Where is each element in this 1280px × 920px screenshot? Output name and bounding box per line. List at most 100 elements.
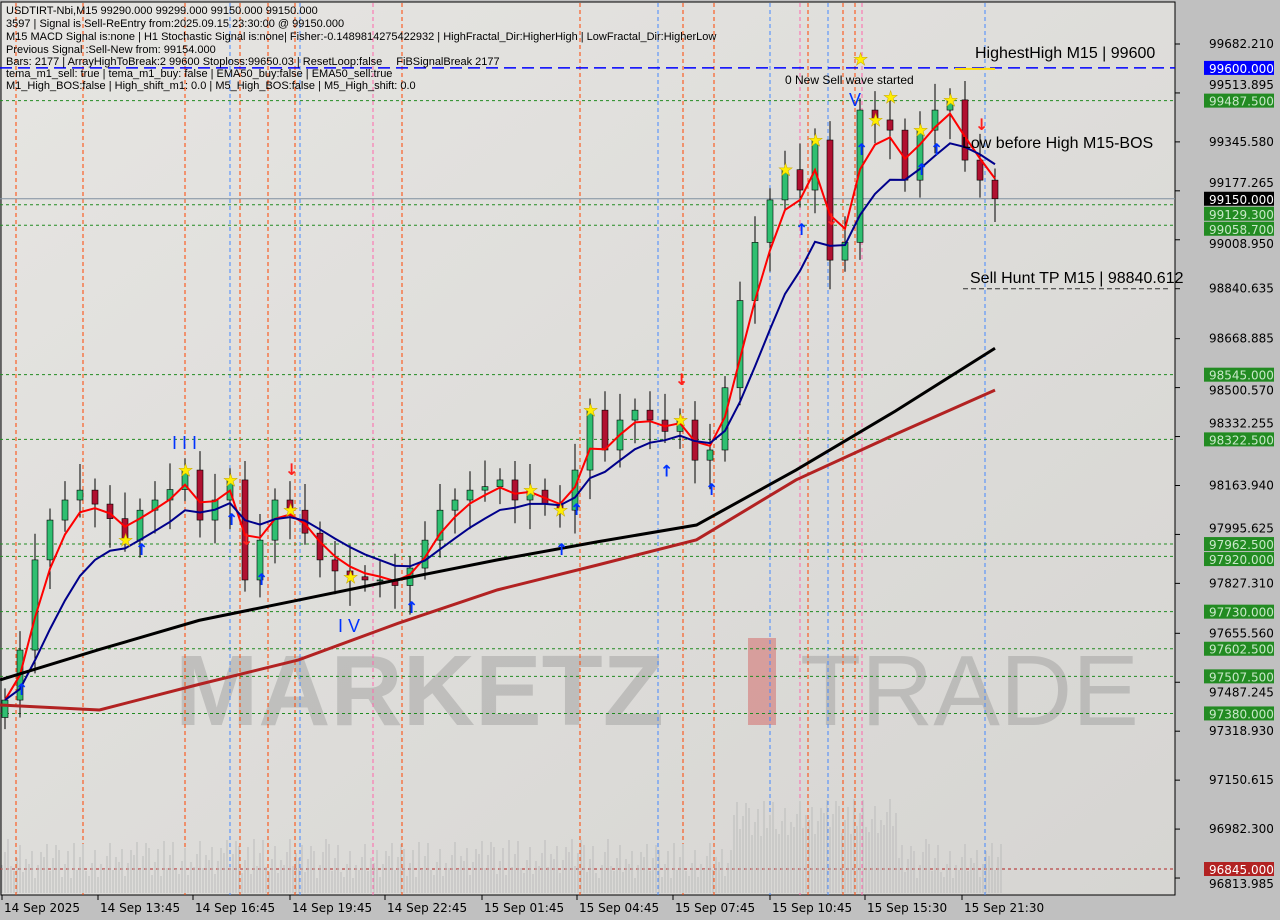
buy-arrow-icon: ↑ bbox=[135, 540, 148, 559]
candle-body bbox=[481, 486, 489, 491]
info-line-indicators: M15 MACD Signal is:none | H1 Stochastic … bbox=[6, 31, 717, 43]
star-icon: ★ bbox=[553, 501, 568, 521]
star-icon: ★ bbox=[583, 401, 598, 421]
candle-body bbox=[331, 559, 339, 572]
price-label-badge bbox=[1204, 537, 1274, 552]
info-line-previous-signal: Previous Signal :Sell-New from: 99154.00… bbox=[6, 44, 216, 56]
buy-arrow-icon: ↑ bbox=[660, 461, 673, 480]
candle-body bbox=[76, 489, 84, 501]
star-icon: ★ bbox=[343, 568, 358, 588]
sell-arrow-icon: ↓ bbox=[240, 530, 253, 549]
sell-hunt-tp-label: Sell Hunt TP M15 | 98840.612 bbox=[970, 270, 1184, 287]
info-line-signal: 3597 | Signal is Sell-ReEntry from:2025.… bbox=[6, 18, 345, 30]
info-line-bos: M1_High_BOS:false | High_shift_m1: 0.0 |… bbox=[6, 80, 416, 92]
slow-ma-red-line bbox=[0, 388, 996, 712]
star-icon: ★ bbox=[118, 531, 133, 551]
candle-body bbox=[436, 509, 444, 541]
candle-body bbox=[811, 139, 819, 191]
y-tick-label: 99008.950 bbox=[1209, 237, 1274, 251]
price-label-badge bbox=[1204, 432, 1274, 447]
candle-body bbox=[61, 499, 69, 521]
mid-ma-line bbox=[4, 142, 996, 701]
price-label-text: 97920.000 bbox=[1209, 553, 1274, 567]
info-line-symbol: USDTIRT-Nbi,M15 99290.000 99299.000 9915… bbox=[6, 5, 318, 17]
wave-iii-label: I I I bbox=[172, 433, 197, 453]
x-tick-label: 15 Sep 21:30 bbox=[964, 901, 1044, 915]
price-label-text: 97507.500 bbox=[1209, 670, 1274, 684]
price-label-text: 99487.500 bbox=[1209, 95, 1274, 109]
watermark-left: MARKETZ bbox=[175, 635, 664, 747]
info-line-bars: Bars: 2177 | ArrayHighToBreak:2 99600 St… bbox=[6, 56, 383, 68]
y-tick-label: 98840.635 bbox=[1209, 282, 1274, 296]
candle-body bbox=[976, 159, 984, 181]
sell-arrow-icon: ↓ bbox=[825, 210, 838, 229]
price-label-text: 96845.000 bbox=[1209, 863, 1274, 877]
vertical-signal-lines bbox=[15, 3, 986, 895]
price-label-text: 98322.500 bbox=[1209, 433, 1274, 447]
candle-body bbox=[736, 300, 744, 389]
candle-body bbox=[781, 169, 789, 201]
candle-body bbox=[526, 489, 534, 501]
star-icon: ★ bbox=[808, 131, 823, 151]
y-tick-label: 97487.245 bbox=[1209, 685, 1274, 699]
price-label-badge bbox=[1204, 862, 1274, 877]
price-label-badge bbox=[1204, 669, 1274, 684]
buy-arrow-icon: ↑ bbox=[405, 598, 418, 617]
candle-body bbox=[241, 479, 249, 581]
watermark-logo-bar bbox=[748, 638, 776, 725]
candle-body bbox=[316, 532, 324, 561]
horizontal-levels bbox=[0, 67, 1175, 870]
star-icon: ★ bbox=[223, 471, 238, 491]
x-tick-label: 14 Sep 16:45 bbox=[195, 901, 275, 915]
candle-body bbox=[931, 109, 939, 131]
x-tick-label: 14 Sep 13:45 bbox=[100, 901, 180, 915]
candle-body bbox=[766, 199, 774, 243]
price-label-badge bbox=[1204, 552, 1274, 567]
price-label-badge bbox=[1204, 93, 1274, 108]
price-label-badge bbox=[1204, 191, 1274, 206]
buy-arrow-icon: ↑ bbox=[15, 680, 28, 699]
price-label-badge bbox=[1204, 367, 1274, 382]
y-tick-label: 96813.985 bbox=[1209, 877, 1274, 891]
star-icon: ★ bbox=[853, 50, 868, 70]
price-label-badge bbox=[1204, 706, 1274, 721]
sell-arrow-icon: ↓ bbox=[285, 460, 298, 479]
candle-body bbox=[451, 499, 459, 511]
candle-body bbox=[361, 576, 369, 581]
price-label-badge bbox=[1204, 221, 1274, 236]
buy-arrow-icon: ↑ bbox=[255, 570, 268, 589]
signal-markers: ★★ ★★★★★★ ★★★★★★★★↑↑↑↑↑↑↑↑↑↑↑↑↑↓↓↓↓↓ bbox=[15, 50, 995, 699]
y-tick-label: 98500.570 bbox=[1209, 384, 1274, 398]
candle-body bbox=[601, 409, 609, 451]
price-label-text: 98545.000 bbox=[1209, 369, 1274, 383]
candle-body bbox=[256, 539, 264, 581]
candle-body bbox=[586, 409, 594, 471]
candle-body bbox=[946, 99, 954, 111]
x-tick-label: 14 Sep 22:45 bbox=[387, 901, 467, 915]
candle-body bbox=[886, 119, 894, 131]
time-axis: 14 Sep 2025 14 Sep 13:45 14 Sep 16:45 14 Se… bbox=[1, 895, 1044, 915]
fast-ma-line bbox=[4, 112, 996, 701]
candle-body bbox=[196, 469, 204, 521]
info-line-tema: tema_m1_sell: true | tema_m1_buy: false … bbox=[6, 68, 393, 80]
x-tick-label: 14 Sep 2025 bbox=[4, 901, 80, 915]
y-tick-label: 97995.625 bbox=[1209, 521, 1274, 535]
buy-arrow-icon: ↑ bbox=[930, 140, 943, 159]
wave-v-label: V bbox=[849, 90, 861, 110]
y-tick-label: 97655.560 bbox=[1209, 626, 1274, 640]
y-tick-label: 96982.300 bbox=[1209, 822, 1274, 836]
candle-body bbox=[961, 99, 969, 161]
star-icon: ★ bbox=[868, 111, 883, 131]
wave-iv-label: I V bbox=[338, 616, 360, 636]
sell-arrow-icon: ↓ bbox=[975, 115, 988, 134]
price-label-badge bbox=[1204, 641, 1274, 656]
star-icon: ★ bbox=[283, 501, 298, 521]
candle-body bbox=[466, 489, 474, 501]
x-tick-label: 15 Sep 01:45 bbox=[484, 901, 564, 915]
y-tick-label: 98163.940 bbox=[1209, 478, 1274, 492]
candle-body bbox=[376, 579, 384, 582]
star-icon: ★ bbox=[673, 411, 688, 431]
x-tick-label: 14 Sep 19:45 bbox=[292, 901, 372, 915]
price-label-text: 99600.000 bbox=[1209, 62, 1274, 76]
